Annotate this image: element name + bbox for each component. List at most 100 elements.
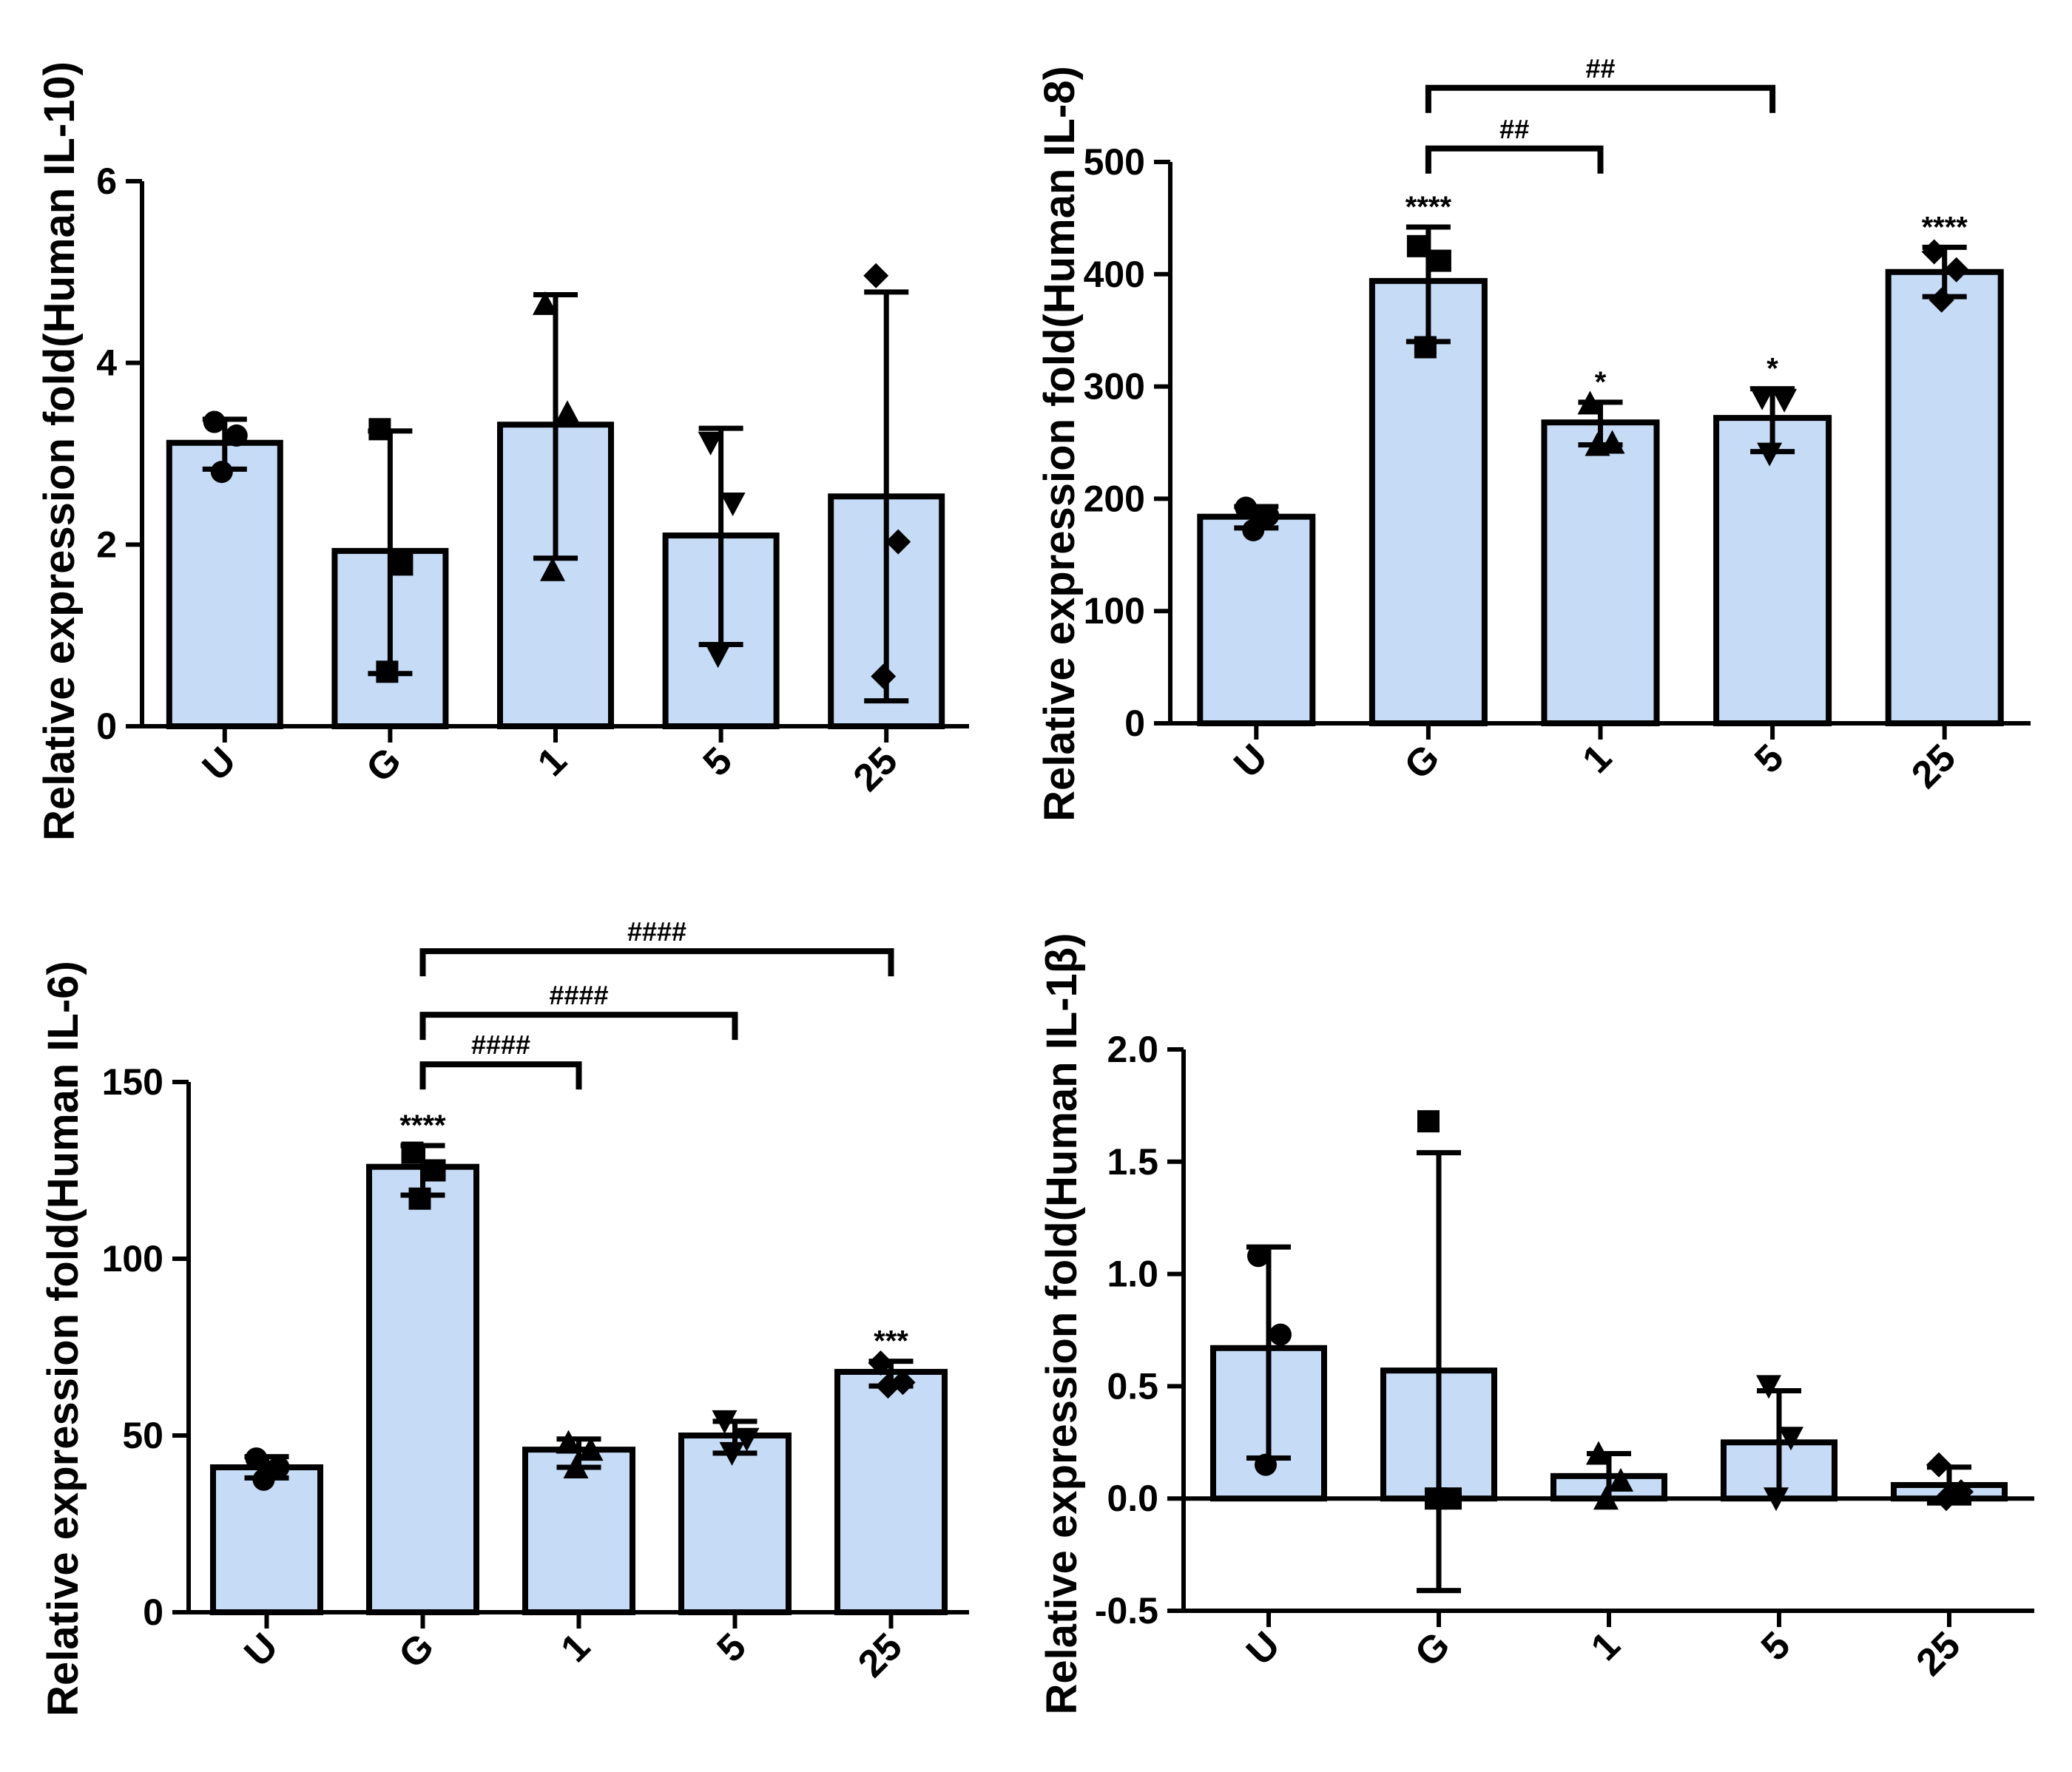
data-point-1 bbox=[555, 400, 580, 425]
y-tick-label: 500 bbox=[1084, 141, 1145, 183]
bar-25 bbox=[1885, 268, 2004, 727]
data-point-5 bbox=[720, 493, 746, 517]
bar-5 bbox=[678, 1433, 792, 1615]
data-point-1 bbox=[563, 1455, 589, 1479]
data-point-5 bbox=[1772, 388, 1798, 413]
significance-label: **** bbox=[399, 1109, 446, 1142]
y-tick-label: 0 bbox=[143, 1592, 163, 1633]
data-point-5 bbox=[719, 1441, 745, 1466]
y-tick-label: 300 bbox=[1084, 366, 1145, 408]
data-point-25 bbox=[868, 1350, 894, 1376]
y-tick-label: 0.0 bbox=[1107, 1478, 1158, 1519]
y-tick-label: 6 bbox=[96, 160, 117, 202]
data-point-G bbox=[376, 660, 399, 683]
significance-label: * bbox=[1766, 353, 1778, 385]
comparison-label: ## bbox=[1499, 114, 1529, 144]
data-point-G bbox=[401, 1141, 424, 1164]
comparison-bracket bbox=[1425, 145, 1604, 174]
data-point-5 bbox=[1778, 1427, 1803, 1451]
data-point-5 bbox=[1756, 1375, 1781, 1399]
data-point-25 bbox=[1921, 239, 1947, 265]
y-tick-label: 0.5 bbox=[1107, 1365, 1158, 1407]
bar-U bbox=[210, 1464, 323, 1616]
data-point-25 bbox=[1943, 257, 1969, 283]
y-tick-label: 1.5 bbox=[1107, 1141, 1158, 1183]
data-point-5 bbox=[1757, 442, 1783, 467]
data-point-U bbox=[1257, 504, 1280, 527]
data-point-G bbox=[1414, 336, 1437, 359]
bar-U bbox=[166, 439, 283, 729]
data-point-1 bbox=[578, 1437, 604, 1461]
data-point-1 bbox=[540, 557, 565, 581]
data-point-G bbox=[1428, 249, 1451, 272]
data-point-1 bbox=[533, 291, 558, 315]
y-tick-label: 100 bbox=[1084, 590, 1145, 632]
data-point-G bbox=[1417, 1110, 1440, 1133]
y-tick-label: 0 bbox=[1124, 703, 1145, 744]
y-tick-label: 2 bbox=[96, 524, 117, 565]
comparison-bracket bbox=[419, 1061, 582, 1090]
il10-y-axis-label: Relative expression fold(Human IL-10) bbox=[36, 61, 84, 841]
significance-label: *** bbox=[874, 1325, 908, 1358]
data-point-G bbox=[423, 1159, 446, 1182]
comparison-label: #### bbox=[627, 916, 686, 947]
data-point-5 bbox=[698, 431, 723, 456]
data-point-25 bbox=[875, 1373, 901, 1399]
significance-label: * bbox=[1595, 366, 1607, 399]
data-point-U bbox=[267, 1456, 290, 1479]
il1b-panel: -0.50.00.51.01.52.0U G 1 5 25 bbox=[1095, 1029, 2034, 1684]
significance-label: **** bbox=[1922, 211, 1968, 243]
y-tick-label: 4 bbox=[96, 342, 117, 384]
y-tick-label: 1.0 bbox=[1107, 1254, 1158, 1295]
comparison-label: #### bbox=[549, 980, 608, 1010]
y-tick-label: 2.0 bbox=[1107, 1029, 1158, 1070]
y-tick-label: -0.5 bbox=[1095, 1590, 1158, 1631]
data-point-U bbox=[252, 1468, 275, 1491]
data-point-25 bbox=[1926, 1452, 1951, 1478]
bar-1 bbox=[1541, 419, 1660, 727]
comparison-label: #### bbox=[471, 1029, 530, 1060]
data-point-G bbox=[1406, 234, 1429, 257]
data-point-U bbox=[1247, 1245, 1269, 1268]
comparison-bracket bbox=[1425, 84, 1776, 113]
data-point-5 bbox=[712, 1410, 738, 1434]
bar-G bbox=[366, 1163, 479, 1615]
data-point-U bbox=[245, 1447, 268, 1470]
data-point-1 bbox=[1608, 1467, 1633, 1492]
comparison-bracket bbox=[419, 948, 894, 977]
data-point-U bbox=[210, 461, 233, 484]
data-point-1 bbox=[1585, 432, 1610, 456]
comparison-label: ## bbox=[1585, 53, 1615, 84]
data-point-25 bbox=[1928, 287, 1954, 313]
data-point-1 bbox=[1586, 1441, 1611, 1465]
il1b-y-axis-label: Relative expression fold(Human IL-1β) bbox=[1038, 933, 1086, 1714]
data-point-5 bbox=[734, 1427, 760, 1452]
bar-U bbox=[1197, 513, 1316, 726]
y-tick-label: 0 bbox=[96, 706, 117, 747]
bar-25 bbox=[834, 1368, 948, 1615]
data-point-5 bbox=[705, 644, 731, 669]
bar-5 bbox=[1713, 415, 1832, 726]
y-tick-label: 200 bbox=[1084, 478, 1145, 519]
data-point-25 bbox=[871, 663, 897, 689]
y-tick-label: 150 bbox=[102, 1061, 163, 1103]
comparison-bracket bbox=[419, 1012, 738, 1041]
data-point-U bbox=[203, 410, 226, 433]
data-point-1 bbox=[1577, 390, 1603, 415]
data-point-U bbox=[1255, 1453, 1277, 1476]
data-point-G bbox=[391, 553, 414, 576]
data-point-U bbox=[1235, 496, 1258, 519]
y-tick-label: 100 bbox=[102, 1238, 163, 1279]
data-point-U bbox=[1242, 518, 1265, 541]
il8-y-axis-label: Relative expression fold(Human IL-8) bbox=[1036, 66, 1084, 822]
y-tick-label: 400 bbox=[1084, 254, 1145, 295]
data-point-5 bbox=[1749, 386, 1775, 410]
data-point-U bbox=[225, 424, 248, 447]
data-point-G bbox=[368, 418, 391, 441]
data-point-G bbox=[408, 1187, 431, 1210]
il6-y-axis-label: Relative expression fold(Human IL-6) bbox=[39, 961, 87, 1717]
significance-label: **** bbox=[1405, 191, 1452, 223]
